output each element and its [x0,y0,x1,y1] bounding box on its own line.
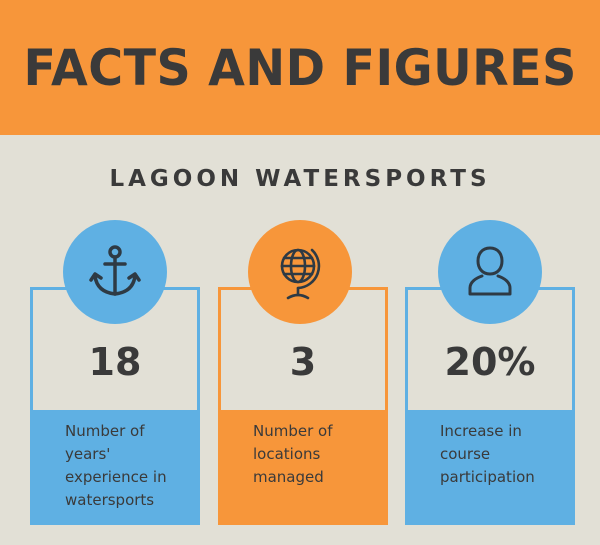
page-title: FACTS AND FIGURES [23,38,577,97]
fact-value: 3 [289,340,317,384]
header-banner: FACTS AND FIGURES [0,0,600,135]
fact-label-line: watersports [65,491,155,509]
fact-label-line: managed [253,468,324,486]
fact-label-line: participation [440,468,535,486]
fact-card-participation: 20% Increase in course participation [405,287,575,525]
anchor-icon [89,245,141,296]
fact-label: Number of locations managed [221,410,385,522]
fact-label-line: locations [253,445,321,463]
fact-label-line: Increase in [440,422,522,440]
fact-label-line: experience in [65,468,167,486]
fact-value: 20% [444,340,536,384]
person-icon [468,246,512,296]
company-name: LAGOON WATERSPORTS [109,166,491,192]
fact-card-experience: 18 Number of years' experience in waters… [30,287,200,525]
fact-label: Number of years' experience in waterspor… [33,410,197,522]
fact-value: 18 [88,340,142,384]
anchor-icon-circle [63,220,167,324]
fact-label-line: Number of [65,422,145,440]
fact-label-line: course [440,445,491,463]
globe-icon [280,248,321,300]
fact-label: Increase in course participation [408,410,572,522]
person-icon-circle [438,220,542,324]
fact-label-line: years' [65,445,111,463]
fact-label-line: Number of [253,422,333,440]
fact-card-locations: 3 Number of locations managed [218,287,388,525]
globe-icon-circle [248,220,352,324]
